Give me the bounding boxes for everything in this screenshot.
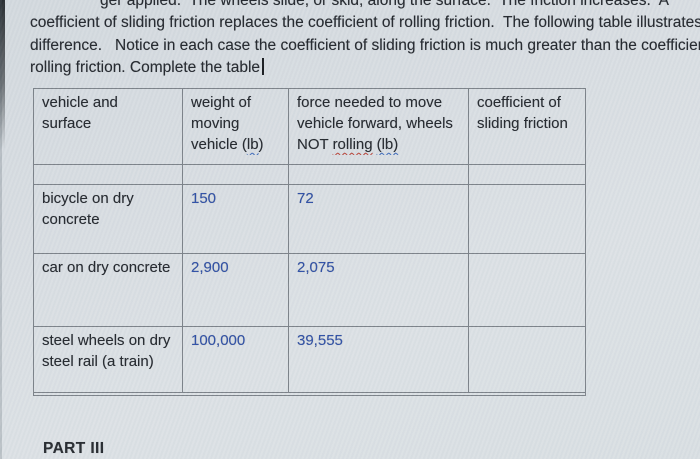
paragraph-line-4: rolling friction. Complete the table xyxy=(30,57,700,79)
cell-weight-train: 100,000 xyxy=(182,326,289,393)
header-weight-line1: weight of xyxy=(191,94,252,111)
screen-edge-line xyxy=(0,0,2,459)
header-weight-line3: vehicle (lb) xyxy=(191,134,280,155)
header-coefficient-line1: coefficient of xyxy=(477,94,561,111)
cell-coefficient-train-blank[interactable] xyxy=(468,326,586,393)
table-row-train: steel wheels on dry steel rail (a train)… xyxy=(33,326,586,393)
paragraph-line-4-text: rolling friction. Complete the table xyxy=(30,59,261,77)
cell-weight-car: 2,900 xyxy=(182,253,289,327)
header-force-lb-grammar: (lb) xyxy=(376,136,399,153)
header-weight: weight of moving vehicle (lb) xyxy=(182,88,289,165)
text-caret-icon xyxy=(262,58,264,76)
table-spacer-row xyxy=(33,164,586,185)
table-bottom-strip-cell xyxy=(33,392,586,396)
header-force-line2: vehicle forward, wheels xyxy=(297,115,453,132)
screen-edge-shadow xyxy=(0,0,5,150)
header-weight-lb-grammar: lb xyxy=(246,136,259,153)
cell-vehicle-car: car on dry concrete xyxy=(33,253,183,327)
spacer-cell-2 xyxy=(182,164,289,185)
intro-paragraph: ger applied. The wheels slide, or skid, … xyxy=(30,0,700,80)
header-force-line1: force needed to move xyxy=(297,94,443,111)
friction-table: vehicle and surface weight of moving veh… xyxy=(33,88,586,396)
header-vehicle-line1: vehicle and xyxy=(42,94,118,111)
header-weight-line2: moving xyxy=(191,115,240,132)
header-force-line3: NOT rolling (lb) xyxy=(297,134,460,155)
cell-force-bicycle: 72 xyxy=(288,184,469,254)
spacer-cell-3 xyxy=(288,164,469,185)
paragraph-line-clipped: ger applied. The wheels slide, or skid, … xyxy=(100,0,669,9)
cell-coefficient-car-blank[interactable] xyxy=(468,253,586,327)
header-vehicle-line2: surface xyxy=(42,115,92,132)
cell-vehicle-bicycle: bicycle on dry concrete xyxy=(33,184,183,254)
header-coefficient: coefficient of sliding friction xyxy=(468,88,586,165)
cell-coefficient-bicycle-blank[interactable] xyxy=(468,184,586,254)
table-row-car: car on dry concrete 2,900 2,075 xyxy=(33,253,586,327)
paragraph-line-2: coefficient of sliding friction replaces… xyxy=(30,14,700,32)
spacer-cell-1 xyxy=(33,164,183,185)
header-weight-post: ) xyxy=(258,136,264,153)
cell-force-train: 39,555 xyxy=(288,326,469,393)
header-force-rolling-spellcheck: rolling xyxy=(332,136,373,153)
table-bottom-strip-row xyxy=(33,392,586,396)
cell-vehicle-train: steel wheels on dry steel rail (a train) xyxy=(33,326,183,393)
part-iii-heading: PART III xyxy=(43,440,105,457)
cell-force-car: 2,075 xyxy=(288,253,469,327)
header-force-not: NOT xyxy=(297,136,333,153)
header-coefficient-line2: sliding friction xyxy=(477,115,568,132)
header-force: force needed to move vehicle forward, wh… xyxy=(288,88,469,165)
paragraph-line-3: difference. Notice in each case the coef… xyxy=(30,36,700,54)
header-vehicle-surface: vehicle and surface xyxy=(33,88,183,165)
header-weight-pre: vehicle ( xyxy=(191,136,247,153)
table-row-bicycle: bicycle on dry concrete 150 72 xyxy=(33,184,586,254)
spacer-cell-4 xyxy=(468,164,586,185)
table-header-row: vehicle and surface weight of moving veh… xyxy=(33,88,586,165)
cell-weight-bicycle: 150 xyxy=(182,184,289,254)
